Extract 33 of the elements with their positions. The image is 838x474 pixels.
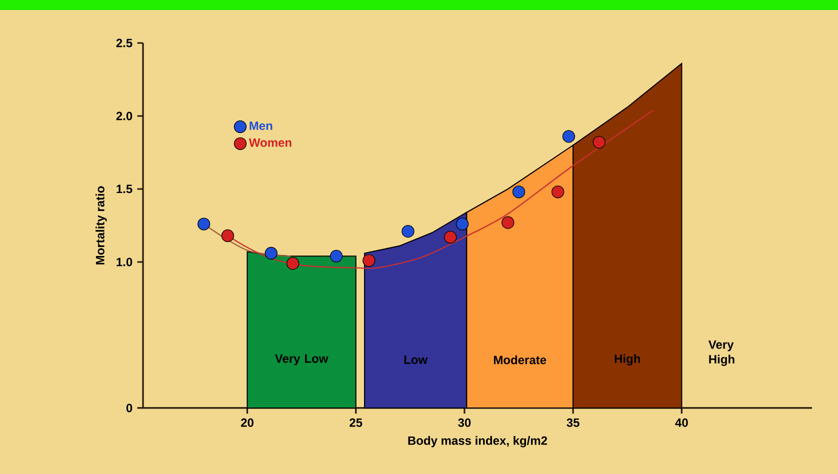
x-tick-label: 35 [566,418,580,427]
x-tick-label: 30 [458,418,471,427]
point [264,246,278,260]
series-label: Moderate [494,355,546,364]
point [362,254,376,267]
annotation: Very High [708,340,734,366]
x-axis-title: Body mass index, kg/m2 [408,436,548,448]
point [552,186,564,198]
point [592,136,606,149]
point [502,216,514,229]
y-tick-label: 2.5 [116,38,132,48]
point [197,218,210,230]
point [402,224,414,238]
y-tick-label: 1.0 [116,258,132,266]
y-tick-label: 1.5 [116,184,132,194]
point [512,186,526,198]
point [456,218,469,230]
y-axis-title: Mortality ratio [96,186,107,264]
point [286,257,300,270]
x-tick-label: 25 [350,418,362,427]
legend-label: Women [248,138,292,147]
point [444,230,457,244]
series-label: High [614,354,640,366]
series-label: Low [404,356,428,364]
point [330,250,343,262]
series-label: Very Low [274,354,328,366]
legend-label: Men [250,122,272,130]
x-tick-label: 20 [241,418,254,427]
point [221,229,234,242]
x-tick-label: 40 [675,418,688,427]
y-tick-label: 2.0 [116,112,132,120]
y-tick-label: 0 [126,404,132,412]
point [562,130,576,143]
